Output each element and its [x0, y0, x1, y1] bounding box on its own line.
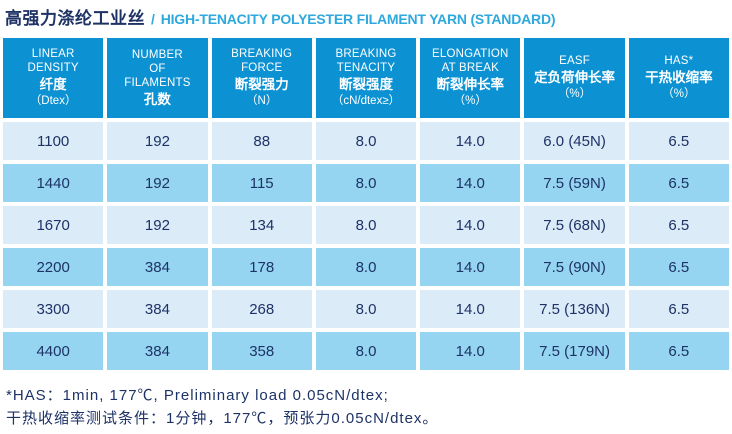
- table-cell: 6.5: [628, 290, 729, 328]
- table-cell: 134: [211, 206, 312, 244]
- header-line: 定负荷伸长率: [534, 70, 616, 85]
- table-cell: 384: [107, 248, 208, 286]
- header-line: 断裂伸长率: [436, 77, 505, 92]
- table-cell: 7.5 (179N): [524, 332, 625, 370]
- header-line: （Dtex）: [29, 95, 77, 107]
- table-cell: 8.0: [315, 206, 417, 244]
- table-cell: 8.0: [315, 248, 417, 286]
- header-line: 干热收缩率: [645, 70, 713, 85]
- header-line: FORCE: [241, 62, 283, 74]
- column-header-elongation-at-break: ELONGATION AT BREAK 断裂伸长率 （%）: [420, 38, 521, 118]
- column-header-number-of-filaments: NUMBER OF FILAMENTS 孔数: [107, 38, 208, 118]
- table-cell: 4400: [3, 332, 104, 370]
- header-line: ELONGATION: [432, 48, 509, 60]
- table-cell: 1100: [3, 122, 104, 160]
- spec-table: LINEAR DENSITY 纤度 （Dtex） NUMBER OF FILAM…: [3, 38, 729, 370]
- table-cell: 7.5 (59N): [524, 164, 625, 202]
- table-cell: 8.0: [315, 122, 417, 160]
- header-line: TENACITY: [336, 62, 396, 74]
- header-line: （%）: [662, 88, 696, 100]
- table-cell: 14.0: [420, 248, 521, 286]
- table-cell: 14.0: [420, 290, 521, 328]
- column-header-breaking-force: BREAKING FORCE 断裂强力 （N）: [211, 38, 312, 118]
- title-chinese: 高强力涤纶工业丝: [5, 9, 145, 28]
- table-cell: 14.0: [420, 122, 521, 160]
- table-cell: 6.5: [628, 332, 729, 370]
- table-cell: 192: [107, 206, 208, 244]
- header-line: 孔数: [143, 91, 171, 107]
- column-header-breaking-tenacity: BREAKING TENACITY 断裂强度 （cN/dtex≥）: [315, 38, 417, 118]
- header-line: BREAKING: [335, 48, 397, 60]
- table-cell: 7.5 (136N): [524, 290, 625, 328]
- header-line: LINEAR: [31, 48, 75, 60]
- title-english: HIGH-TENACITY POLYESTER FILAMENT YARN (S…: [160, 11, 556, 27]
- header-line: （%）: [453, 95, 487, 107]
- table-cell: 115: [211, 164, 312, 202]
- table-cell: 3300: [3, 290, 104, 328]
- table-cell: 8.0: [315, 164, 417, 202]
- column-header-linear-density: LINEAR DENSITY 纤度 （Dtex）: [3, 38, 104, 118]
- table-cell: 384: [107, 332, 208, 370]
- table-cell: 6.0 (45N): [524, 122, 625, 160]
- header-line: 断裂强度: [338, 77, 393, 92]
- header-line: NUMBER: [131, 48, 183, 61]
- header-line: （N）: [246, 95, 278, 107]
- page-title: 高强力涤纶工业丝 / HIGH-TENACITY POLYESTER FILAM…: [3, 4, 729, 28]
- table-cell: 7.5 (90N): [524, 248, 625, 286]
- header-line: 纤度: [39, 77, 67, 92]
- table-cell: 384: [107, 290, 208, 328]
- table-cell: 14.0: [420, 332, 521, 370]
- table-cell: 88: [211, 122, 312, 160]
- header-line: HAS*: [664, 55, 694, 67]
- table-cell: 14.0: [420, 164, 521, 202]
- table-cell: 1440: [3, 164, 104, 202]
- header-line: EASF: [559, 55, 590, 67]
- table-cell: 178: [211, 248, 312, 286]
- table-cell: 14.0: [420, 206, 521, 244]
- header-line: （%）: [557, 88, 592, 100]
- column-header-has: HAS* 干热收缩率 （%）: [628, 38, 729, 118]
- column-header-easf: EASF 定负荷伸长率 （%）: [524, 38, 625, 118]
- table-cell: 8.0: [315, 332, 417, 370]
- table-cell: 268: [211, 290, 312, 328]
- table-cell: 192: [107, 122, 208, 160]
- table-cell: 6.5: [628, 206, 729, 244]
- header-line: （cN/dtex≥）: [331, 95, 401, 107]
- table-cell: 6.5: [628, 248, 729, 286]
- table-cell: 1670: [3, 206, 104, 244]
- footnote-english: *HAS：1min, 177℃, Preliminary load 0.05cN…: [6, 387, 389, 404]
- footnote-chinese: 干热收缩率测试条件：1分钟，177℃，预张力0.05cN/dtex。: [6, 410, 439, 427]
- table-cell: 192: [107, 164, 208, 202]
- footnotes: *HAS：1min, 177℃, Preliminary load 0.05cN…: [6, 384, 729, 430]
- header-line: OF: [149, 62, 166, 75]
- header-line: FILAMENTS: [124, 76, 191, 89]
- table-cell: 7.5 (68N): [524, 206, 625, 244]
- table-cell: 6.5: [628, 122, 729, 160]
- header-line: BREAKING: [231, 48, 293, 60]
- title-separator: /: [151, 11, 155, 27]
- table-cell: 6.5: [628, 164, 729, 202]
- header-line: DENSITY: [27, 62, 79, 74]
- header-line: 断裂强力: [234, 77, 289, 92]
- table-cell: 358: [211, 332, 312, 370]
- header-line: AT BREAK: [441, 62, 499, 74]
- table-cell: 2200: [3, 248, 104, 286]
- table-cell: 8.0: [315, 290, 417, 328]
